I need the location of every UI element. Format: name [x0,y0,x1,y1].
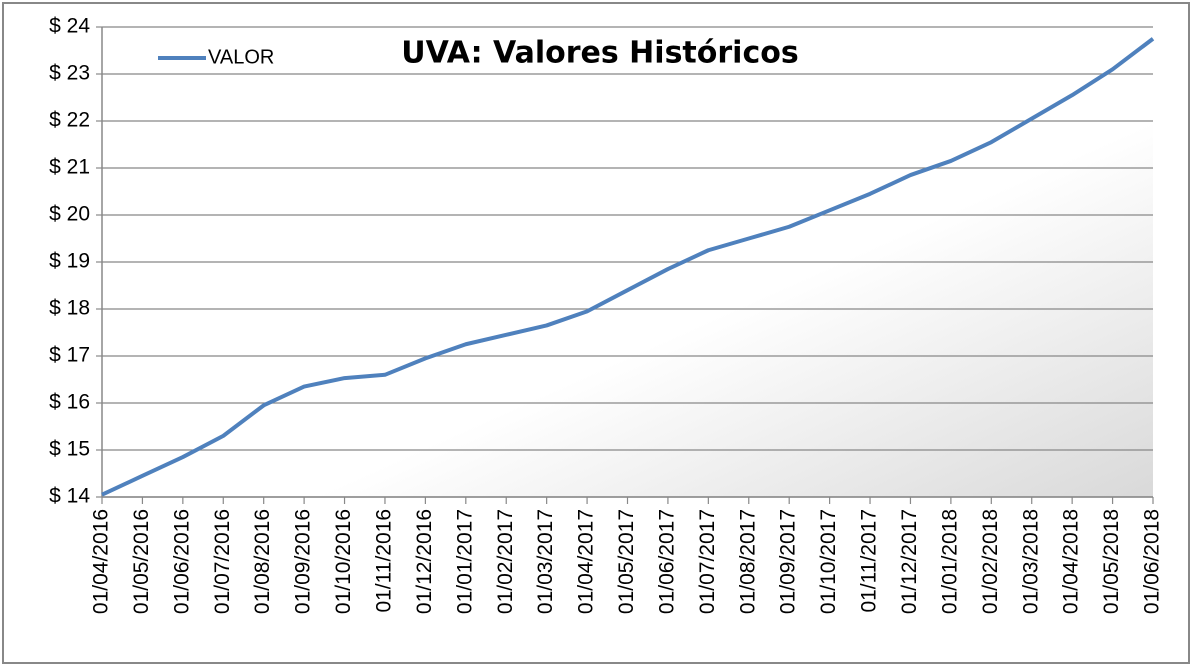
x-tick-label: 01/04/2018 [1060,509,1083,614]
x-tick-label: 01/10/2017 [817,509,840,614]
y-tick-label: $ 21 [49,156,90,179]
x-tick-label: 01/06/2017 [655,509,678,614]
x-tick-label: 01/10/2016 [332,509,355,614]
y-tick-label: $ 16 [49,391,90,414]
y-tick-label: $ 18 [49,297,90,320]
data-line [101,37,1155,497]
chart-title: UVA: Valores Históricos [401,36,798,71]
y-tick-label: $ 14 [49,485,90,508]
x-tick-label: 01/02/2018 [979,509,1002,614]
x-tick-label: 01/05/2018 [1100,509,1123,614]
y-tick-label: $ 23 [49,62,90,85]
x-tick-label: 01/11/2016 [373,509,396,613]
x-tick-label: 01/09/2017 [777,509,800,614]
x-tick-label: 01/05/2016 [130,509,153,614]
y-tick-label: $ 19 [49,250,90,273]
x-tick-label: 01/02/2017 [494,509,517,614]
x-tick-label: 01/01/2017 [453,509,476,614]
x-tick-label: 01/03/2018 [1019,509,1042,614]
x-tick-label: 01/12/2016 [413,509,436,614]
x-tick-label: 01/09/2016 [292,509,315,614]
x-tick-label: 01/04/2017 [575,509,598,614]
y-tick-label: $ 24 [49,15,90,38]
y-tick-label: $ 17 [49,344,90,367]
x-tick-label: 01/11/2017 [858,509,881,613]
x-tick-label: 01/03/2017 [534,509,557,614]
x-tick-label: 01/12/2017 [898,509,921,614]
x-tick-label: 01/01/2018 [938,509,961,614]
y-tick-label: $ 15 [49,438,90,461]
x-tick-label: 01/06/2018 [1141,509,1164,614]
x-tick-label: 01/08/2016 [251,509,274,614]
x-tick-label: 01/04/2016 [90,509,113,614]
x-tick-label: 01/08/2017 [736,509,759,614]
y-tick-label: $ 20 [49,203,90,226]
y-tick-label: $ 22 [49,109,90,132]
x-tick-label: 01/06/2016 [170,509,193,614]
x-tick-label: 01/05/2017 [615,509,638,614]
x-tick-label: 01/07/2016 [211,509,234,614]
x-tick-label: 01/07/2017 [696,509,719,614]
legend-label: VALOR [208,46,274,68]
